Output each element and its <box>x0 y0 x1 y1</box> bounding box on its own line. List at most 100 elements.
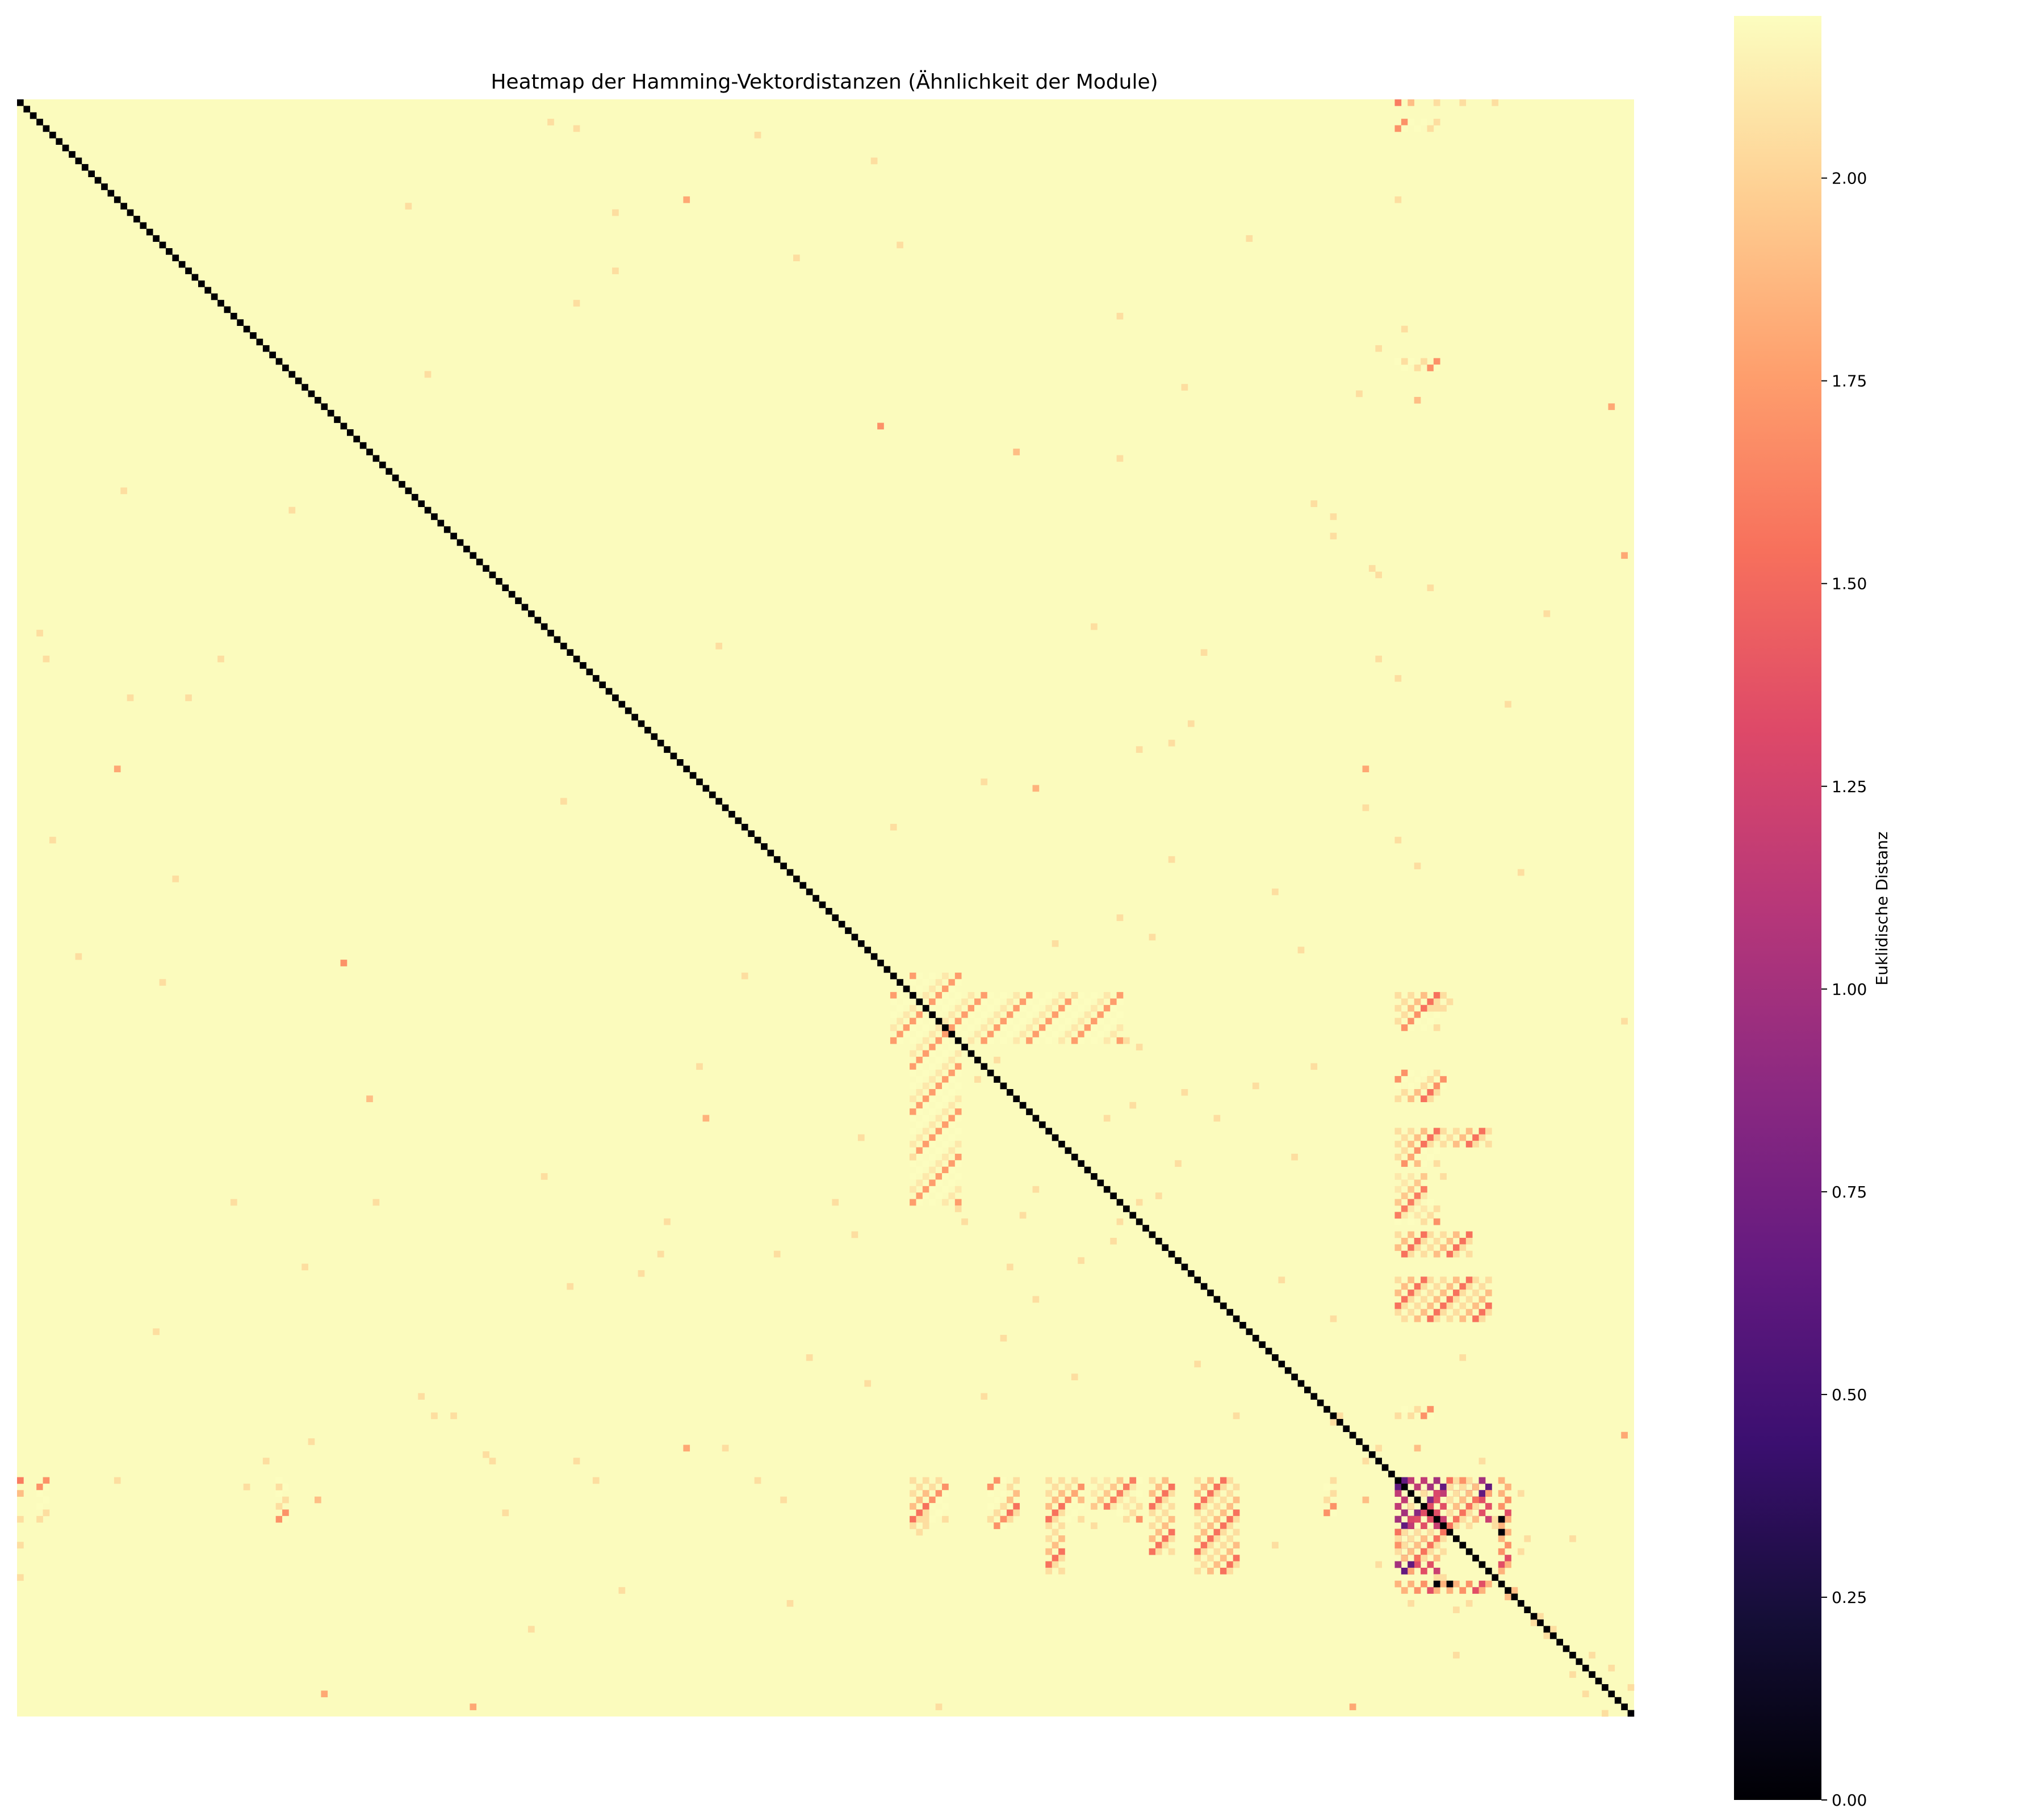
heatmap-cell <box>1310 1063 1318 1070</box>
heatmap-cell <box>17 1542 24 1549</box>
heatmap-diagonal-cell <box>696 778 703 785</box>
heatmap-cell <box>1453 1515 1460 1523</box>
heatmap-cell <box>43 1496 50 1504</box>
heatmap-diagonal-cell <box>1032 1115 1040 1122</box>
heatmap-cell <box>954 1173 962 1180</box>
heatmap-cell <box>935 1082 943 1090</box>
heatmap-cell <box>910 1522 916 1529</box>
heatmap-cell <box>1427 1076 1434 1083</box>
heatmap-cell <box>1485 1141 1492 1148</box>
heatmap-cell <box>1440 1128 1447 1135</box>
heatmap-diagonal-cell <box>502 584 509 592</box>
heatmap-cell <box>942 1082 949 1090</box>
heatmap-diagonal-cell <box>262 345 270 352</box>
heatmap-cell <box>1052 1031 1059 1038</box>
heatmap-cell <box>1433 1088 1440 1096</box>
heatmap-diagonal-cell <box>379 461 386 468</box>
heatmap-cell <box>974 1018 981 1025</box>
heatmap-diagonal-cell <box>567 649 574 656</box>
heatmap-diagonal-cell <box>1621 1703 1628 1710</box>
heatmap-cell <box>1478 1509 1486 1517</box>
heatmap-cell <box>1414 1134 1421 1141</box>
heatmap-cell <box>1000 1522 1007 1529</box>
heatmap-diagonal-cell <box>1297 1380 1305 1387</box>
heatmap-cell <box>1465 1600 1473 1607</box>
heatmap-diagonal-cell <box>508 591 516 598</box>
heatmap-cell <box>36 1503 43 1510</box>
heatmap-cell <box>954 1063 962 1070</box>
heatmap-cell <box>916 1018 923 1025</box>
heatmap-cell <box>1091 1024 1098 1031</box>
heatmap-cell <box>1401 1076 1408 1083</box>
heatmap-cell <box>948 1069 956 1077</box>
heatmap-diagonal-cell <box>340 422 347 430</box>
heatmap-cell <box>1408 1069 1414 1077</box>
heatmap-cell <box>929 1050 936 1057</box>
heatmap-cell <box>1478 1296 1486 1303</box>
heatmap-diagonal-cell <box>1038 1121 1046 1128</box>
heatmap-diagonal-cell <box>547 630 554 637</box>
heatmap-cell <box>1136 1490 1143 1497</box>
heatmap-cell <box>275 1477 283 1484</box>
heatmap-cell <box>1000 1018 1007 1025</box>
heatmap-cell <box>1006 1031 1013 1038</box>
heatmap-diagonal-cell <box>541 623 548 630</box>
heatmap-diagonal-cell <box>793 876 800 882</box>
heatmap-cell <box>1465 1580 1473 1588</box>
heatmap-diagonal-cell <box>17 99 24 106</box>
heatmap-cell <box>1013 1477 1020 1484</box>
heatmap-diagonal-cell <box>275 358 283 365</box>
heatmap-cell <box>916 1199 923 1206</box>
heatmap-cell <box>1433 1011 1440 1018</box>
heatmap-cell <box>1485 1309 1492 1316</box>
heatmap-cell <box>981 998 988 1006</box>
heatmap-diagonal-cell <box>185 267 192 274</box>
heatmap-cell <box>1427 1483 1434 1491</box>
heatmap-diagonal-cell <box>722 804 729 811</box>
heatmap-cell <box>547 119 554 125</box>
heatmap-cell <box>1097 1031 1104 1038</box>
heatmap-cell <box>935 979 943 986</box>
heatmap-cell <box>1058 1490 1065 1497</box>
heatmap-cell <box>942 1050 949 1057</box>
heatmap-cell <box>1485 1515 1492 1523</box>
heatmap-cell <box>916 1483 923 1491</box>
heatmap-cell <box>954 972 962 979</box>
heatmap-cell <box>948 1024 956 1031</box>
heatmap-cell <box>1453 1503 1460 1510</box>
heatmap-cell <box>954 1186 962 1193</box>
heatmap-diagonal-cell <box>994 1076 1000 1083</box>
heatmap-diagonal-cell <box>1265 1347 1272 1355</box>
heatmap-diagonal-cell <box>450 533 457 539</box>
heatmap-cell <box>1421 1218 1427 1225</box>
heatmap-cell <box>1459 1315 1467 1322</box>
heatmap-cell <box>1110 1483 1117 1491</box>
heatmap-cell <box>954 1095 962 1103</box>
heatmap-cell <box>1505 1529 1511 1536</box>
heatmap-cell <box>1408 1160 1414 1167</box>
heatmap-diagonal-cell <box>799 882 807 889</box>
heatmap-cell <box>773 1250 781 1258</box>
heatmap-diagonal-cell <box>346 429 354 436</box>
heatmap-diagonal-cell <box>618 701 626 708</box>
heatmap-cell <box>372 1199 380 1206</box>
heatmap-cell <box>683 196 690 203</box>
heatmap-plot-area <box>17 99 1635 1717</box>
heatmap-cell <box>1084 998 1091 1006</box>
heatmap-diagonal-cell <box>1278 1360 1285 1368</box>
heatmap-cell <box>120 487 127 495</box>
heatmap-cell <box>1394 1244 1402 1251</box>
heatmap-cell <box>1498 1490 1505 1497</box>
heatmap-cell <box>1478 1315 1486 1322</box>
heatmap-cell <box>1427 1529 1434 1536</box>
heatmap-cell <box>1071 992 1078 999</box>
heatmap-cell <box>916 1147 923 1154</box>
heatmap-cell <box>1013 1011 1020 1018</box>
heatmap-cell <box>1394 358 1402 365</box>
heatmap-cell <box>315 1496 321 1504</box>
heatmap-diagonal-cell <box>217 300 224 307</box>
heatmap-cell <box>1078 1031 1084 1038</box>
heatmap-cell <box>483 1451 489 1458</box>
heatmap-cell <box>967 1037 975 1044</box>
heatmap-diagonal-cell <box>1446 1529 1454 1536</box>
